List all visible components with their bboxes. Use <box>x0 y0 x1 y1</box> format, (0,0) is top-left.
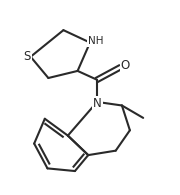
Text: O: O <box>121 59 130 72</box>
Text: S: S <box>23 50 31 63</box>
Text: N: N <box>93 97 102 110</box>
Text: NH: NH <box>87 36 103 46</box>
